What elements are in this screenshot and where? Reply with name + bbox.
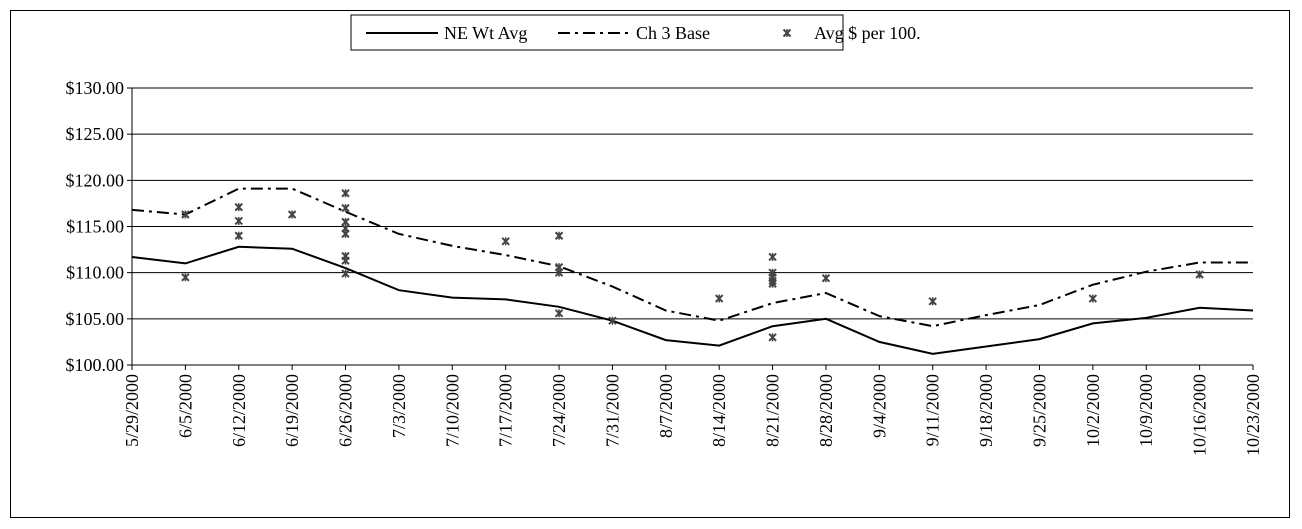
x-tick-label: 8/14/2000 — [709, 374, 729, 447]
x-tick-label: 6/5/2000 — [175, 374, 195, 438]
data-point-marker — [341, 256, 350, 265]
data-point-marker — [554, 268, 564, 277]
data-point-marker — [341, 203, 350, 213]
data-point-marker — [714, 294, 724, 303]
x-tick-label: 7/10/2000 — [442, 374, 462, 447]
gridlines — [132, 87, 1253, 320]
data-point-marker — [287, 210, 297, 219]
line-chart: NE Wt Avg Ch 3 Base Avg $ per 100. $100.… — [66, 14, 1263, 456]
axes — [131, 88, 1253, 366]
legend-symbol-avg-per-100 — [782, 28, 792, 38]
x-tick-label: 7/24/2000 — [549, 374, 569, 447]
x-tick-label: 10/9/2000 — [1136, 374, 1156, 447]
data-point-marker — [501, 237, 510, 246]
x-tick-label: 6/12/2000 — [229, 374, 249, 447]
x-tick-label: 6/26/2000 — [336, 374, 356, 447]
x-tick-label: 5/29/2000 — [122, 374, 142, 447]
series-avg-per-100 — [181, 189, 1204, 342]
chart-frame: NE Wt Avg Ch 3 Base Avg $ per 100. $100.… — [10, 10, 1290, 518]
x-tick-label: 10/16/2000 — [1190, 374, 1210, 456]
legend-label-ch-3-base: Ch 3 Base — [636, 23, 710, 43]
x-tick-label: 7/17/2000 — [496, 374, 516, 447]
data-point-marker — [181, 210, 190, 219]
data-point-marker — [234, 216, 243, 226]
y-axis-tick-labels: $100.00 $105.00 $110.00 $115.00 $120.00 $125.… — [66, 78, 132, 375]
x-tick-label: 8/28/2000 — [816, 374, 836, 447]
legend-label-ne-wt-avg: NE Wt Avg — [444, 23, 527, 43]
y-tick-label: $125.00 — [66, 124, 125, 144]
data-point-marker — [341, 229, 350, 239]
x-tick-label: 9/4/2000 — [869, 374, 889, 438]
data-point-marker — [554, 231, 564, 240]
y-tick-label: $120.00 — [66, 170, 125, 190]
data-point-marker — [234, 231, 243, 240]
y-tick-label: $115.00 — [66, 217, 124, 237]
x-tick-label: 10/23/2000 — [1243, 374, 1263, 456]
y-tick-label: $110.00 — [66, 263, 124, 283]
x-tick-label: 7/31/2000 — [602, 374, 622, 447]
data-point-marker — [234, 202, 243, 212]
legend: NE Wt Avg Ch 3 Base Avg $ per 100. — [350, 14, 921, 51]
data-point-marker — [768, 252, 777, 262]
x-tick-label: 6/19/2000 — [282, 374, 302, 447]
x-tick-label: 8/21/2000 — [763, 374, 783, 447]
series-line-ne-wt-avg — [131, 245, 1254, 355]
x-tick-label: 9/25/2000 — [1029, 374, 1049, 447]
data-point-marker — [608, 316, 617, 325]
series-layer — [131, 187, 1254, 355]
data-point-marker — [1088, 294, 1098, 303]
x-tick-label: 9/11/2000 — [923, 374, 943, 446]
y-tick-label: $130.00 — [66, 78, 125, 98]
x-tick-label: 10/2/2000 — [1083, 374, 1103, 447]
data-point-marker — [1195, 270, 1204, 279]
data-point-marker — [554, 309, 564, 318]
data-point-marker — [341, 189, 350, 198]
data-point-marker — [768, 279, 777, 288]
y-tick-label: $100.00 — [66, 355, 125, 375]
x-tick-label: 9/18/2000 — [976, 374, 996, 447]
series-line-ch-3-base — [131, 187, 1253, 328]
legend-label-avg-per-100: Avg $ per 100. — [814, 23, 921, 43]
y-tick-label: $105.00 — [66, 309, 125, 329]
data-point-marker — [768, 333, 777, 342]
x-tick-label: 8/7/2000 — [656, 374, 676, 438]
x-axis-tick-labels: 5/29/2000 6/5/2000 6/12/2000 6/19/2000 6/26/… — [122, 365, 1263, 456]
data-point-marker — [181, 273, 190, 282]
x-tick-label: 7/3/2000 — [389, 374, 409, 438]
data-point-marker — [341, 269, 350, 278]
data-point-marker — [928, 297, 937, 306]
data-point-marker — [821, 273, 831, 283]
